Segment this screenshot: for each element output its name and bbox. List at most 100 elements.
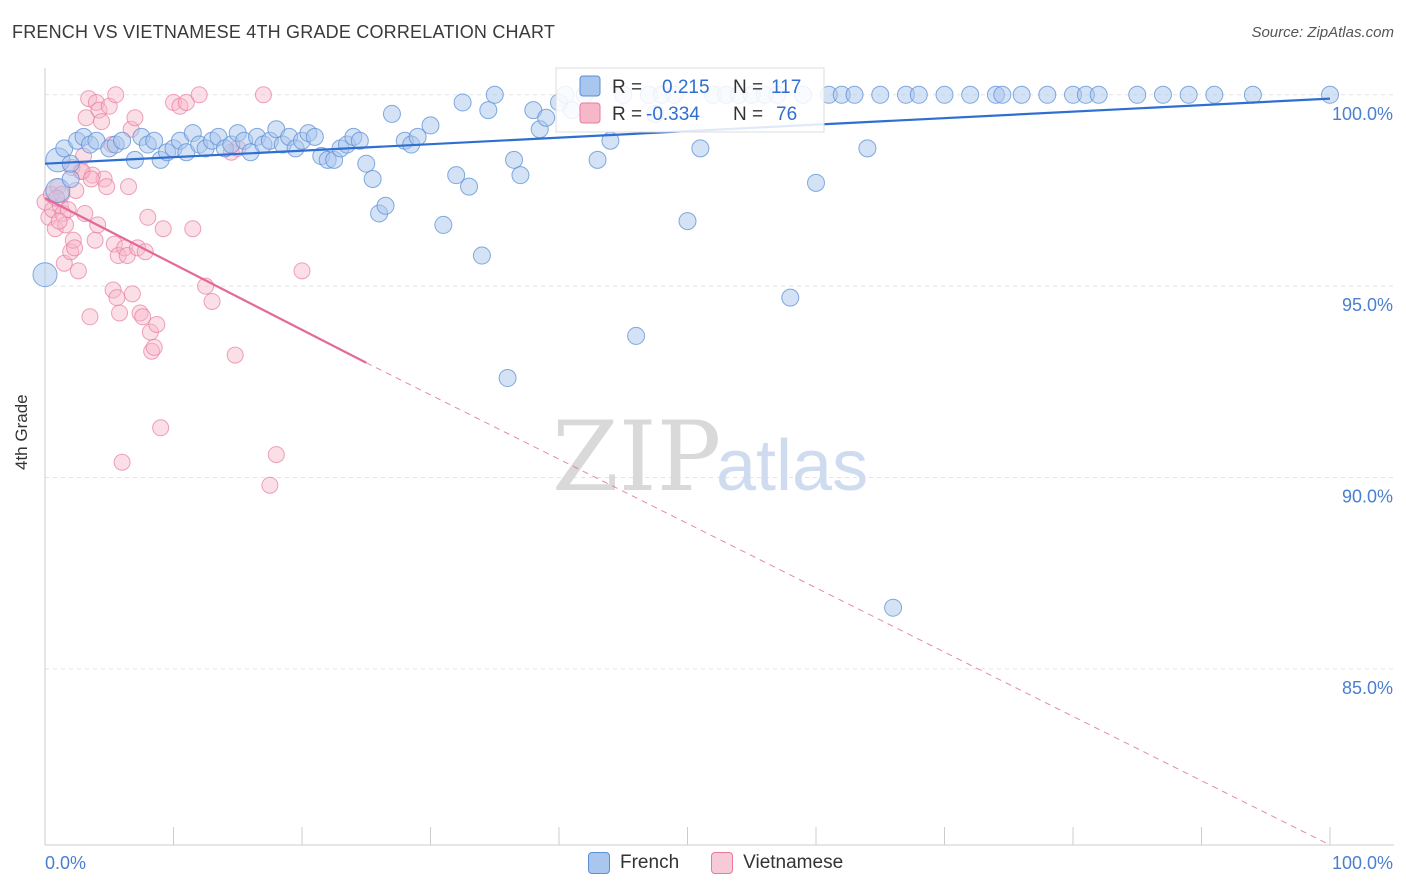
axes <box>44 68 1394 846</box>
french-point <box>961 85 980 104</box>
french-point <box>1243 85 1262 104</box>
french-point <box>363 170 382 188</box>
french-n-label: N = <box>733 77 763 98</box>
watermark-zip: ZIP <box>552 401 721 513</box>
french-point <box>1205 85 1224 104</box>
vietnamese-point <box>82 170 100 188</box>
x-tick-label: 100.0% <box>1332 853 1393 873</box>
french-point <box>350 131 369 150</box>
french-point <box>1128 85 1147 104</box>
french-point <box>537 108 556 127</box>
vietnamese-point <box>108 289 126 307</box>
french-point <box>61 170 80 188</box>
french-r-label: R = <box>612 77 642 98</box>
french-point <box>376 196 395 215</box>
french-legend-label: French <box>620 852 680 873</box>
vietnamese-point <box>104 281 122 299</box>
series-legend: French Vietnamese <box>588 852 843 874</box>
french-point <box>32 262 58 288</box>
french-point <box>993 85 1012 104</box>
french-point <box>382 104 401 123</box>
tick-labels: 100.0% 95.0% 90.0% 85.0% 0.0% 100.0% <box>45 104 1393 873</box>
vietnamese-point <box>139 208 157 226</box>
french-point <box>453 93 472 112</box>
vietnamese-point <box>105 235 123 253</box>
french-n-value: 117 <box>771 77 801 98</box>
watermark: ZIP atlas <box>552 401 868 513</box>
vietnamese-point <box>134 308 152 326</box>
french-point <box>588 150 607 169</box>
vietnamese-point <box>86 231 104 249</box>
french-point <box>357 154 376 173</box>
french-legend-swatch <box>579 75 601 97</box>
vietnamese-point <box>46 220 64 238</box>
french-point <box>472 246 491 265</box>
french-point <box>1089 85 1108 104</box>
french-point <box>781 288 800 307</box>
vietnamese-point <box>145 338 163 356</box>
french-point <box>113 131 132 150</box>
vietnamese-legend-swatch <box>579 102 601 124</box>
vietnamese-point <box>81 308 99 326</box>
stats-legend: R = 0.215 N = 117 R = -0.334 N = 76 <box>555 67 825 133</box>
watermark-atlas: atlas <box>716 426 868 506</box>
french-point <box>627 326 646 345</box>
vietnamese-point <box>261 476 279 494</box>
french-point <box>305 127 324 146</box>
french-point <box>505 150 524 169</box>
vietnamese-point <box>293 262 311 280</box>
french-point <box>871 85 890 104</box>
vietnamese-point <box>50 212 68 230</box>
vietnamese-point <box>107 86 125 104</box>
vietnamese-point <box>148 315 166 333</box>
french-point <box>1179 85 1198 104</box>
gridlines <box>45 94 1394 670</box>
french-point <box>1153 85 1172 104</box>
french-point <box>421 116 440 135</box>
vietnamese-legend-label: Vietnamese <box>743 852 844 873</box>
y-tick-label: 90.0% <box>1342 487 1393 507</box>
vietnamese-point <box>177 93 195 111</box>
vietnamese-trend-extension <box>366 362 1331 846</box>
french-point <box>511 166 530 185</box>
vietnamese-point <box>267 446 285 464</box>
y-tick-label: 95.0% <box>1342 295 1393 315</box>
french-point <box>434 215 453 234</box>
french-point <box>935 85 954 104</box>
french-point <box>447 166 466 185</box>
vietnamese-point <box>113 453 131 471</box>
vietnamese-point <box>254 86 272 104</box>
vietnamese-point <box>203 292 221 310</box>
vietnamese-point <box>120 178 138 196</box>
chart-title: FRENCH VS VIETNAMESE 4TH GRADE CORRELATI… <box>12 22 556 42</box>
french-point <box>678 212 697 231</box>
vietnamese-point <box>152 419 170 437</box>
vietnamese-point <box>123 285 141 303</box>
french-point <box>858 139 877 158</box>
french-point <box>807 173 825 192</box>
vietnamese-trend-line <box>44 197 367 364</box>
french-point <box>909 85 928 104</box>
vietnamese-r-value: -0.334 <box>646 104 700 125</box>
vietnamese-point <box>69 262 87 280</box>
french-point <box>145 131 164 150</box>
vietnamese-r-label: R = <box>612 104 642 125</box>
vietnamese-point <box>184 220 202 238</box>
y-tick-label: 85.0% <box>1342 678 1393 698</box>
french-point <box>1038 85 1057 104</box>
vietnamese-n-label: N = <box>733 104 763 125</box>
french-point <box>479 101 498 120</box>
x-tick-label: 0.0% <box>45 853 86 873</box>
vietnamese-point <box>66 239 84 257</box>
french-point <box>485 85 504 104</box>
vietnamese-point <box>226 346 244 364</box>
french-r-value: 0.215 <box>662 77 710 98</box>
french-point <box>1321 85 1339 104</box>
vietnamese-point <box>98 178 116 196</box>
french-point <box>460 177 479 196</box>
source-label: Source: ZipAtlas.com <box>1251 24 1394 41</box>
vietnamese-swatch <box>711 852 734 874</box>
french-swatch <box>588 852 610 874</box>
french-point <box>691 139 710 158</box>
